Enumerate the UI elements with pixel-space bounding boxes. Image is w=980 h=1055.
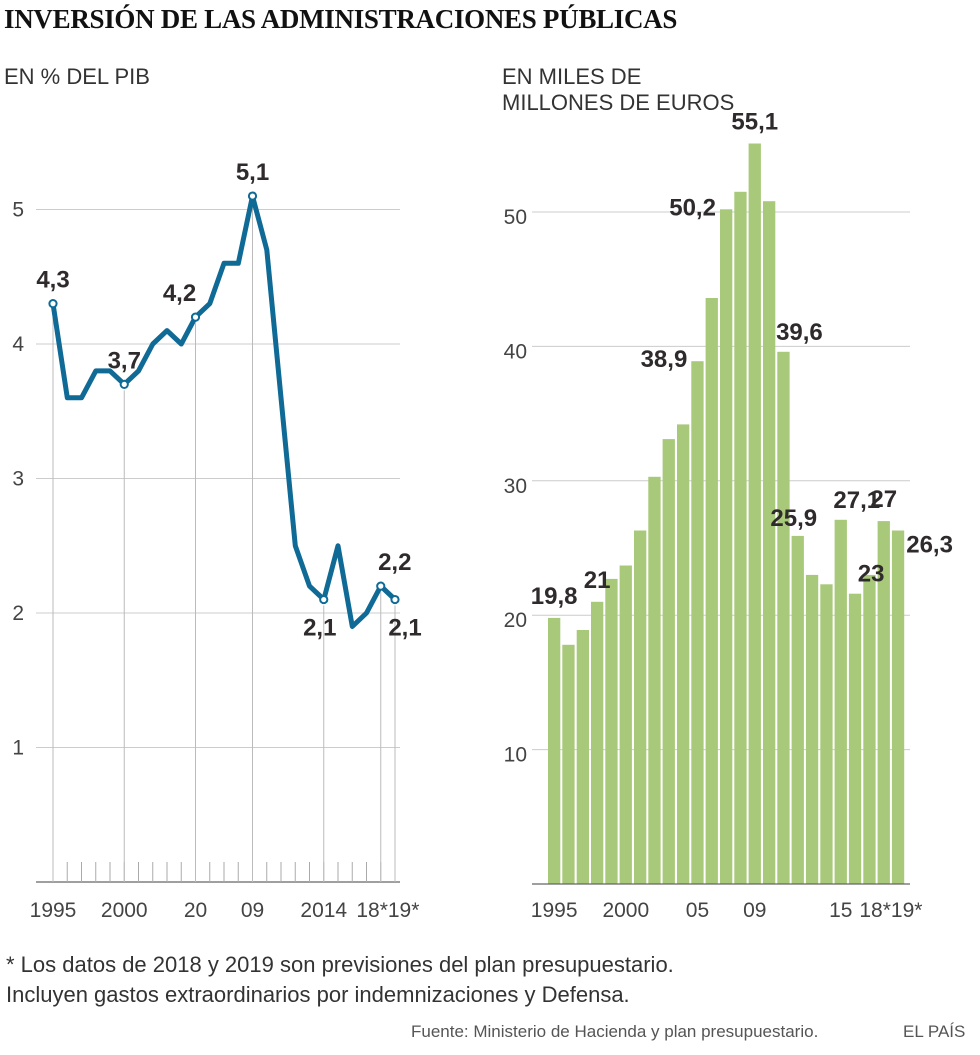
x-tick-label: 1995 bbox=[30, 899, 77, 922]
footnote-line: * Los datos de 2018 y 2019 son prevision… bbox=[6, 952, 674, 977]
footnote-line: Incluyen gastos extraordinarios por inde… bbox=[6, 982, 630, 1007]
data-label: 23 bbox=[858, 561, 885, 588]
bar bbox=[691, 361, 704, 884]
bar bbox=[748, 143, 761, 884]
point-marker bbox=[48, 299, 58, 309]
bar bbox=[705, 298, 718, 884]
bar bbox=[734, 191, 747, 885]
data-label: 27 bbox=[870, 486, 897, 513]
point-marker bbox=[119, 379, 129, 389]
data-label: 4,2 bbox=[163, 280, 196, 307]
data-label: 39,6 bbox=[776, 319, 823, 346]
y-tick-label: 10 bbox=[504, 744, 527, 767]
data-label: 27,1 bbox=[833, 487, 880, 514]
bar bbox=[548, 617, 561, 884]
data-label: 38,9 bbox=[641, 346, 688, 373]
y-tick-label: 50 bbox=[504, 206, 527, 229]
point-marker bbox=[190, 312, 201, 322]
y-tick-label: 20 bbox=[504, 609, 527, 632]
data-label: 55,1 bbox=[731, 108, 778, 135]
y-tick-label: 4 bbox=[12, 333, 24, 356]
x-tick-label: 18*19* bbox=[859, 899, 922, 922]
data-label: 4,3 bbox=[36, 267, 69, 294]
bar bbox=[634, 530, 647, 884]
bar bbox=[720, 209, 733, 885]
source-credit: Fuente: Ministerio de Hacienda y plan pr… bbox=[411, 1022, 819, 1041]
x-tick-label: 2014 bbox=[300, 899, 347, 922]
x-tick-label: 09 bbox=[241, 899, 264, 922]
series-line bbox=[50, 193, 398, 629]
y-tick-label: 30 bbox=[504, 475, 527, 498]
bar-chart-subtitle-line: EN MILES DE bbox=[502, 64, 642, 89]
chart-title: INVERSIÓN DE LAS ADMINISTRACIONES PÚBLIC… bbox=[4, 4, 678, 34]
y-tick-label: 40 bbox=[504, 340, 527, 363]
bar bbox=[576, 630, 589, 884]
bar bbox=[863, 574, 876, 884]
bar bbox=[805, 574, 819, 884]
x-tick-label: 2000 bbox=[602, 899, 649, 922]
bar bbox=[677, 424, 690, 884]
bar bbox=[834, 519, 847, 884]
bar bbox=[605, 578, 618, 884]
bar-chart-subtitle: EN MILES DE MILLONES DE EUROS bbox=[502, 64, 762, 116]
point-marker bbox=[247, 191, 258, 201]
y-tick-label: 1 bbox=[12, 737, 24, 760]
bar bbox=[763, 201, 776, 884]
y-tick-label: 3 bbox=[12, 468, 24, 491]
data-label: 21 bbox=[584, 567, 611, 594]
x-tick-label: 15 bbox=[829, 899, 852, 922]
data-label: 19,8 bbox=[531, 583, 578, 610]
bar bbox=[562, 644, 575, 884]
data-label: 25,9 bbox=[770, 505, 817, 532]
x-tick-label: 20 bbox=[184, 899, 207, 922]
bar bbox=[791, 535, 804, 884]
x-tick-label: 2000 bbox=[101, 899, 148, 922]
data-label: 2,2 bbox=[378, 549, 411, 576]
point-marker bbox=[376, 581, 386, 591]
line-chart-subtitle: EN % DEL PIB bbox=[4, 64, 150, 89]
bar bbox=[891, 530, 905, 884]
bar-chart-subtitle-line: MILLONES DE EUROS bbox=[502, 90, 735, 115]
data-label: 2,1 bbox=[388, 615, 421, 642]
y-tick-label: 5 bbox=[12, 199, 24, 222]
x-tick-label: 18*19* bbox=[356, 899, 419, 922]
x-tick-label: 05 bbox=[686, 899, 709, 922]
data-label: 26,3 bbox=[906, 532, 953, 559]
bar bbox=[877, 521, 890, 884]
data-label: 3,7 bbox=[108, 347, 141, 374]
bar bbox=[848, 593, 862, 884]
bar bbox=[648, 476, 661, 884]
x-tick-label: 09 bbox=[743, 899, 766, 922]
bar bbox=[820, 584, 833, 884]
data-label: 2,1 bbox=[303, 615, 336, 642]
point-marker bbox=[319, 594, 329, 605]
bar bbox=[662, 439, 675, 884]
y-tick-label: 2 bbox=[12, 602, 24, 625]
data-label: 50,2 bbox=[669, 194, 716, 221]
point-marker bbox=[390, 594, 400, 605]
bar bbox=[619, 565, 632, 884]
data-label: 5,1 bbox=[236, 159, 269, 186]
bar bbox=[591, 601, 604, 884]
brand-credit: EL PAÍS bbox=[903, 1022, 966, 1041]
bar bbox=[777, 351, 790, 884]
x-tick-label: 1995 bbox=[531, 899, 578, 922]
